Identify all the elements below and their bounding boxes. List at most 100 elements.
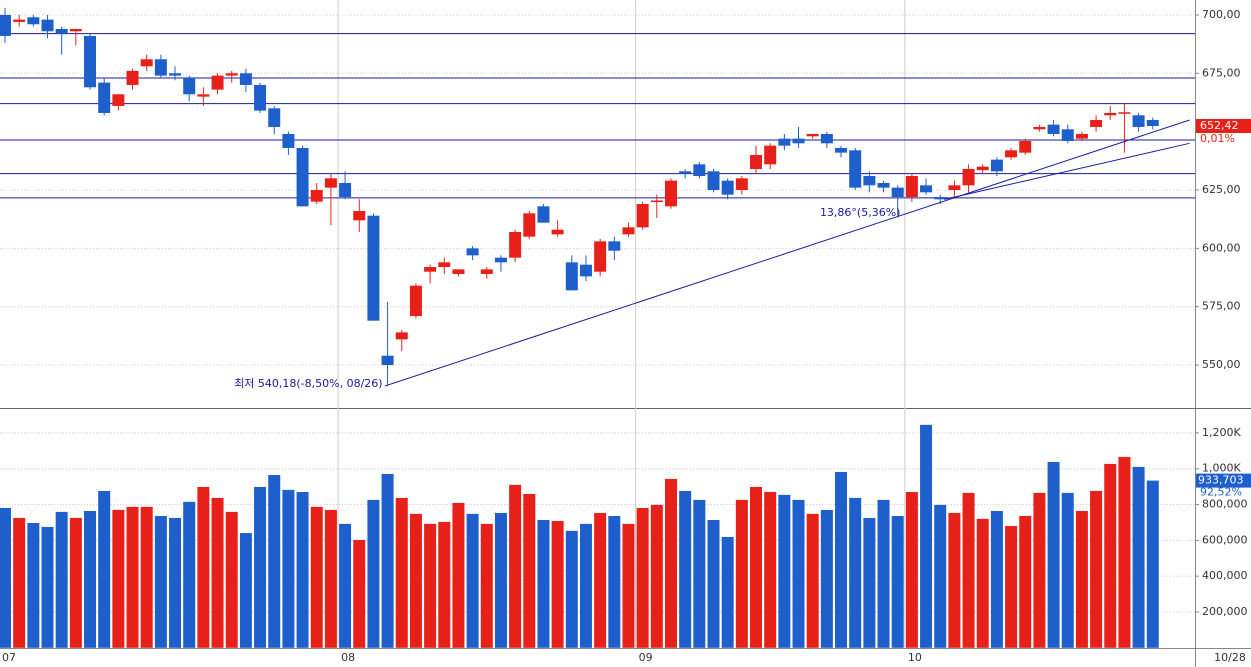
x-tick-label: 07 — [2, 651, 16, 664]
y-tick-label: 600,000 — [1202, 533, 1248, 546]
volume-bar — [98, 490, 111, 648]
candle-body — [523, 213, 536, 237]
volume-bar — [254, 486, 267, 648]
candle-body — [537, 206, 550, 223]
candle-body — [792, 138, 805, 144]
volume-bar — [424, 523, 437, 648]
y-tick-label: 400,000 — [1202, 569, 1248, 582]
candle-body — [849, 150, 862, 188]
candle-body — [778, 138, 791, 146]
volume-bar — [877, 499, 890, 648]
volume-bar — [381, 473, 394, 648]
volume-bar — [296, 492, 309, 648]
volume-bar — [367, 499, 380, 648]
candle-body — [140, 59, 153, 67]
candle-body — [13, 19, 26, 22]
volume-bar — [1132, 466, 1145, 648]
candle-body — [622, 227, 635, 235]
candle-body — [551, 229, 564, 235]
x-tick-label: 10 — [908, 651, 922, 664]
y-tick-label: 675,00 — [1202, 66, 1241, 79]
candle-body — [225, 73, 238, 76]
volume-bar — [636, 507, 649, 648]
volume-bar — [1118, 456, 1131, 648]
candle-body — [1061, 129, 1074, 141]
candle-body — [920, 185, 933, 193]
candle-body — [154, 59, 167, 76]
volume-bar — [353, 540, 366, 648]
volume-bar — [140, 506, 153, 648]
volume-bar — [962, 492, 975, 648]
candle-body — [494, 257, 507, 263]
candle-body — [1075, 133, 1088, 139]
volume-bar — [537, 519, 550, 648]
candle-body — [0, 14, 11, 36]
volume-bar — [197, 486, 210, 648]
volume-bar — [1075, 510, 1088, 648]
volume-bar — [778, 494, 791, 648]
volume-bar — [1104, 463, 1117, 648]
candle-body — [183, 77, 196, 95]
y-tick-label: 1,200K — [1202, 426, 1241, 439]
annotation: 최저 540,18(-8,50%, 08/26) — [234, 377, 382, 390]
volume-bar — [750, 486, 763, 648]
volume-bar — [239, 533, 252, 648]
volume-bar — [565, 530, 578, 648]
volume-bar — [1090, 490, 1103, 648]
candle-body — [750, 154, 763, 169]
volume-bar — [466, 513, 479, 648]
volume-bar — [282, 489, 295, 648]
trend-line — [944, 142, 1190, 200]
volume-bar — [920, 424, 933, 648]
candle-body — [296, 147, 309, 207]
candle-body — [735, 178, 748, 190]
volume-bar — [1019, 516, 1032, 648]
volume-bar — [494, 512, 507, 648]
volume-bar — [792, 499, 805, 648]
candle-body — [990, 159, 1003, 172]
volume-bar — [523, 493, 536, 648]
volume-bar — [169, 517, 182, 648]
candle-body — [41, 19, 54, 32]
candle-body — [424, 267, 437, 272]
volume-bar — [324, 509, 337, 648]
volume-bar — [622, 523, 635, 648]
candle-body — [69, 28, 82, 32]
candle-body — [764, 145, 777, 165]
volume-bar — [664, 478, 677, 648]
candle-body — [820, 133, 833, 144]
volume-bar — [225, 511, 238, 648]
candle-body — [693, 164, 706, 176]
candle-body — [381, 355, 394, 366]
volume-bar — [154, 516, 167, 648]
volume-bar — [679, 490, 692, 648]
candle-body — [509, 232, 522, 258]
candle-body — [367, 215, 380, 321]
volume-bar — [452, 502, 465, 648]
candle-body — [664, 180, 677, 207]
volume-bar — [721, 536, 734, 648]
candle-body — [55, 28, 68, 34]
candle-body — [806, 133, 819, 137]
candle-body — [565, 262, 578, 291]
volume-bar — [806, 513, 819, 648]
volume-bar — [905, 492, 918, 648]
volume-bar — [69, 517, 82, 648]
candle-body — [126, 70, 139, 85]
volume-bar — [820, 509, 833, 648]
candle-body — [268, 108, 281, 127]
volume-bar — [27, 522, 40, 648]
candle-body — [310, 189, 323, 202]
candle-body — [324, 178, 337, 188]
volume-bar — [976, 518, 989, 648]
candle-body — [608, 241, 621, 251]
last-date: 10/28 — [1214, 651, 1246, 664]
volume-bar — [1005, 526, 1018, 648]
trend-line — [384, 119, 1190, 387]
candle-body — [27, 17, 40, 25]
candle-body — [1104, 112, 1117, 116]
candle-body — [1047, 124, 1060, 134]
volume-bar — [339, 523, 352, 648]
x-tick-label: 08 — [341, 651, 355, 664]
